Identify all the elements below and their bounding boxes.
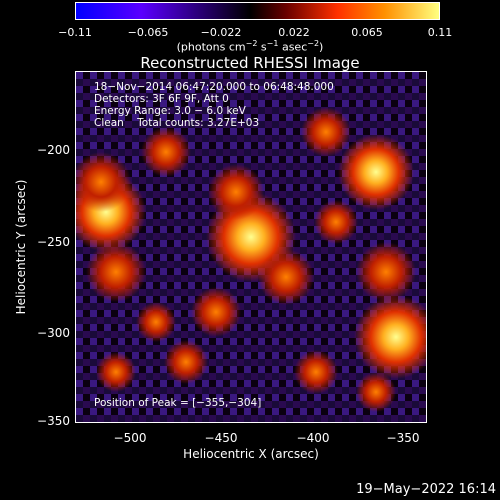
colorbar [75, 2, 440, 20]
plot-title: Reconstructed RHESSI Image [140, 54, 360, 72]
emission-blob [86, 242, 146, 302]
emission-blob [356, 242, 416, 302]
emission-blob [164, 340, 208, 384]
emission-blob [301, 107, 351, 157]
emission-blob [191, 287, 241, 337]
emission-blob [294, 350, 338, 394]
emission-blob [208, 164, 264, 220]
emission-sources [66, 107, 438, 412]
emission-blob [96, 352, 136, 392]
annotation-energy: Energy Range: 3.0 − 6.0 keV [94, 105, 247, 117]
colorbar-tick: 0.11 [427, 26, 453, 39]
annotation-clean: Clean Total counts: 3.27E+03 [94, 117, 259, 129]
colorbar-tick: −0.11 [58, 26, 92, 39]
colorbar-tick: −0.065 [127, 26, 169, 39]
x-tick-label: −500 [113, 431, 147, 445]
colorbar-tick: −0.022 [200, 26, 242, 39]
emission-blob [71, 152, 131, 212]
emission-blob [354, 295, 438, 379]
x-axis-label: Heliocentric X (arcsec) [183, 447, 319, 461]
x-tick-label: −400 [296, 431, 330, 445]
y-tick-label: −350 [37, 414, 70, 428]
emission-blob [338, 134, 414, 210]
x-tick-label: −450 [204, 431, 238, 445]
annotation-detectors: Detectors: 3F 6F 9F, Att 0 [94, 93, 229, 105]
colorbar-units: (photons cm−2 s−1 asec−2) [176, 39, 324, 54]
emission-blob [314, 200, 358, 244]
colorbar-tick: 0.022 [278, 26, 310, 39]
annotation-time: 18−Nov−2014 06:47:20.000 to 06:48:48.000 [94, 81, 334, 93]
emission-blob [258, 249, 314, 305]
emission-blob [141, 127, 191, 177]
rhessi-image: 18−Nov−2014 06:47:20.000 to 06:48:48.000… [66, 71, 438, 423]
y-tick-label: −200 [37, 143, 70, 157]
emission-blob [136, 302, 176, 342]
y-tick-label: −250 [37, 235, 70, 249]
plot-timestamp: 19−May−2022 16:14 [356, 482, 496, 497]
image-canvas: 18−Nov−2014 06:47:20.000 to 06:48:48.000… [66, 72, 438, 422]
emission-blob [356, 372, 396, 412]
x-tick-label: −350 [386, 431, 420, 445]
annotation-peak: Position of Peak = [−355,−304] [94, 397, 261, 409]
y-tick-label: −300 [37, 326, 70, 340]
y-axis-label: Heliocentric Y (arcsec) [14, 179, 28, 315]
colorbar-tick: 0.065 [351, 26, 383, 39]
